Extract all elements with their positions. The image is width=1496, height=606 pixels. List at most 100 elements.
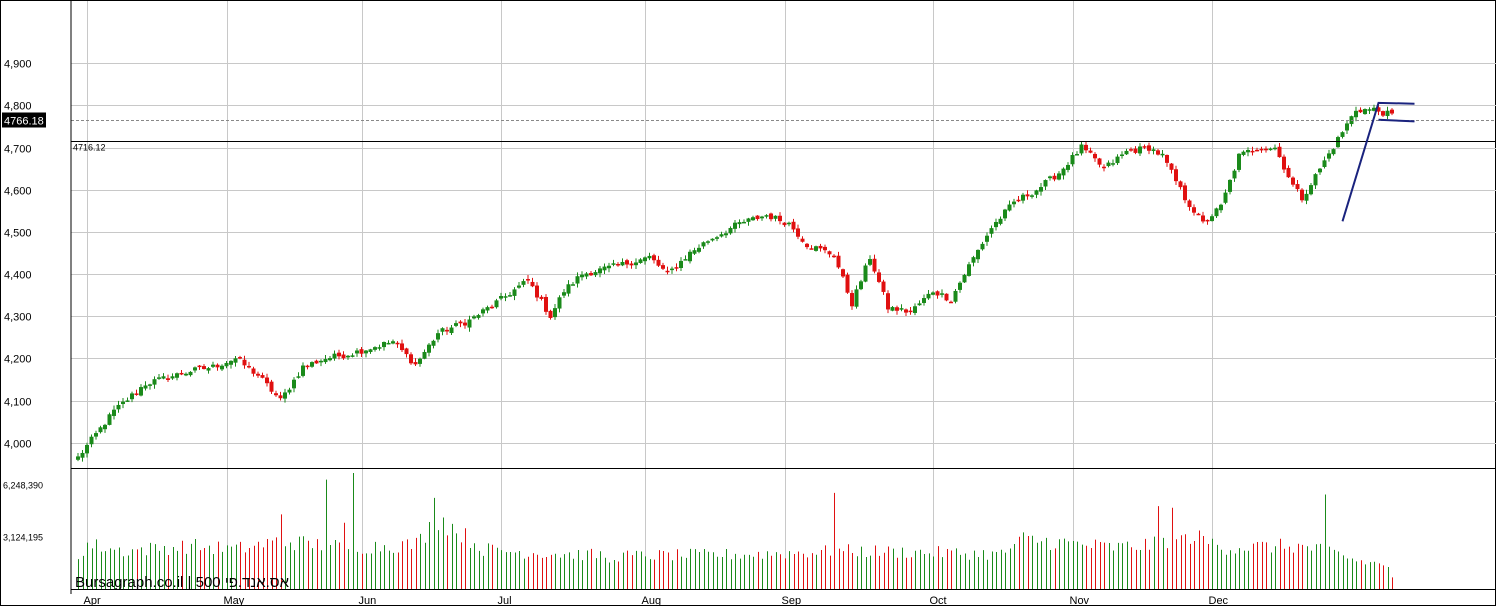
candle [139,384,143,397]
candle [1178,180,1183,190]
candle [674,263,679,272]
candle-body [152,379,157,385]
candle-body [1048,176,1052,179]
candle [1340,131,1345,139]
candle-body [355,350,359,354]
candle-body [913,306,917,313]
candle [706,240,710,245]
candle-body [1309,185,1313,195]
candle-body [746,218,751,222]
candle-body [431,340,436,346]
candle-body [494,300,499,308]
candle [949,300,953,304]
candle [931,291,935,296]
candle-body [580,274,584,278]
candle-body [1390,109,1394,114]
candle-body [179,372,184,375]
candle [1151,146,1156,155]
candle [184,372,188,377]
candle-body [1129,149,1133,151]
candle [499,292,503,301]
candle-body [445,329,449,332]
candle-body [976,249,980,260]
candle [841,268,845,279]
candle-body [265,377,269,384]
candle-body [211,364,215,367]
candle [715,235,719,242]
candle-body [1016,199,1021,202]
candle-body [206,368,211,371]
candle [1273,144,1277,151]
candle [1250,146,1255,156]
candle-body [1138,146,1142,154]
candle [971,255,976,267]
candle [697,244,701,254]
candle-body [877,272,881,282]
candle-body [710,238,715,241]
candle-body [593,272,598,276]
candle-body [463,322,467,326]
candle-body [1210,216,1214,222]
candle [1291,176,1295,187]
candle-body [125,400,130,402]
candle-body [715,237,719,239]
candle [1174,165,1178,186]
candle [1102,164,1106,172]
candle-body [458,321,463,324]
candle-body [1376,107,1381,112]
candle [116,400,121,413]
candle [1183,182,1187,204]
candle [1255,147,1259,152]
candle-body [1273,147,1277,150]
candle [782,222,787,227]
candle-body [823,246,827,251]
candle-body [409,354,413,364]
candle-body [274,393,278,396]
candle [656,255,661,267]
volume-tick-label: 6,248,390 [3,481,43,491]
candle-body [103,424,107,430]
candle-body [440,328,445,332]
candle [854,285,859,309]
candle [571,281,575,286]
candle [661,262,665,271]
candle [1192,204,1196,216]
y-tick-label: 4,700 [4,144,32,156]
candle [1277,143,1282,158]
candle [602,263,607,274]
candle [175,372,179,381]
candle [1354,106,1358,122]
candle [746,217,751,226]
candle-body [602,266,607,271]
candle-body [1255,149,1259,152]
candle-body [1169,163,1174,170]
candle [692,247,697,256]
candle-body [1237,153,1241,170]
candle-body [931,292,935,295]
candle-body [589,273,593,276]
candle [332,350,337,361]
candle [355,348,359,357]
candle [454,320,458,328]
candle-body [670,268,674,271]
candle [305,364,310,370]
candle [1318,167,1322,175]
candle-body [1354,110,1358,118]
candle-body [121,401,125,405]
candle [364,349,368,358]
candle [530,277,535,288]
candle-body [485,307,490,311]
candle [742,219,746,224]
y-tick-label: 4,600 [4,186,32,198]
candle-body [886,293,890,310]
candle-body [782,222,787,226]
candle [386,340,391,345]
candle [652,253,656,264]
candle [710,238,715,242]
candle-body [1367,109,1372,111]
candle [1300,188,1304,203]
candle-body [544,296,548,312]
candle [476,313,481,320]
candle [377,344,382,351]
